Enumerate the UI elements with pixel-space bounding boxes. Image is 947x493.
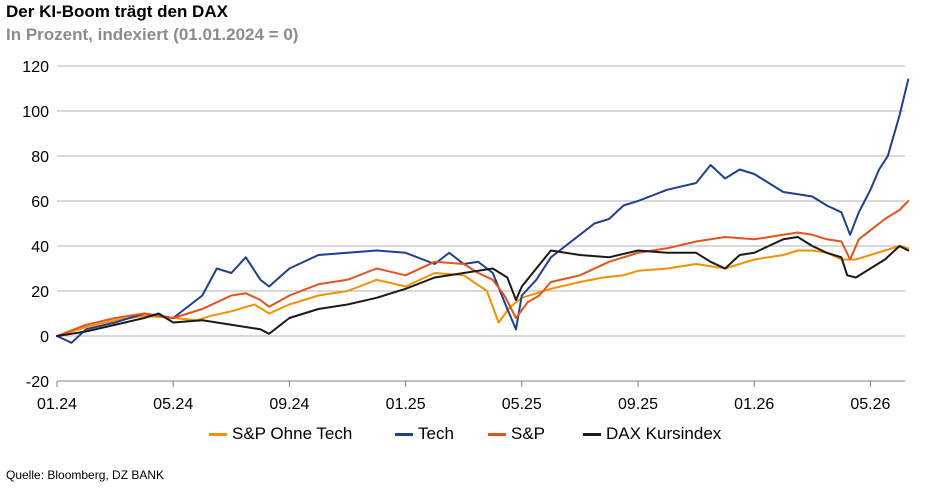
y-tick-label: 80 — [31, 149, 49, 166]
series-line-dax-kursindex — [56, 236, 910, 337]
x-tick-label: 05.24 — [153, 396, 193, 413]
legend-swatch-tech — [395, 432, 413, 436]
series-line-s-p — [56, 200, 910, 337]
legend-item-sp: S&P — [488, 424, 545, 444]
y-tick-label: 40 — [31, 239, 49, 256]
x-tick-label: 09.24 — [269, 396, 309, 413]
legend-label-sp: S&P — [511, 424, 546, 443]
legend-item-tech: Tech — [395, 424, 454, 444]
x-tick-label: 05.26 — [850, 396, 890, 413]
x-tick-label: 01.26 — [734, 396, 774, 413]
series-line-tech — [56, 78, 910, 344]
legend-swatch-dax — [583, 432, 601, 436]
y-tick-label: 20 — [31, 284, 49, 301]
legend: S&P Ohne Tech Tech S&P DAX Kursindex — [0, 424, 947, 448]
y-tick-label: -20 — [26, 374, 49, 391]
legend-swatch-sp — [488, 432, 506, 436]
y-tick-label: 120 — [22, 59, 49, 76]
source-note: Quelle: Bloomberg, DZ BANK — [6, 468, 165, 482]
series-line-s-p-ohne-tech — [56, 245, 910, 337]
legend-label-sp-ohne-tech: S&P Ohne Tech — [232, 424, 353, 443]
chart-subtitle: In Prozent, indexiert (01.01.2024 = 0) — [6, 25, 299, 44]
y-tick-label: 60 — [31, 194, 49, 211]
y-tick-label: 0 — [40, 329, 49, 346]
legend-swatch-sp-ohne-tech — [209, 432, 227, 436]
x-tick-label: 01.25 — [386, 396, 426, 413]
y-tick-label: 100 — [22, 104, 49, 121]
legend-item-dax: DAX Kursindex — [583, 424, 721, 444]
legend-label-dax: DAX Kursindex — [606, 424, 722, 443]
x-tick-label: 01.24 — [37, 396, 77, 413]
x-tick-label: 09.25 — [618, 396, 658, 413]
legend-item-sp-ohne-tech: S&P Ohne Tech — [209, 424, 352, 444]
legend-label-tech: Tech — [418, 424, 454, 443]
axis-layer: -20 0 20 40 60 80 100 120 01.24 05.24 09.24 01.25 05… — [22, 59, 905, 413]
chart-title: Der KI-Boom trägt den DAX — [6, 2, 228, 21]
series-layer — [56, 78, 910, 344]
x-tick-label: 05.25 — [502, 396, 542, 413]
grid-layer — [57, 65, 905, 337]
